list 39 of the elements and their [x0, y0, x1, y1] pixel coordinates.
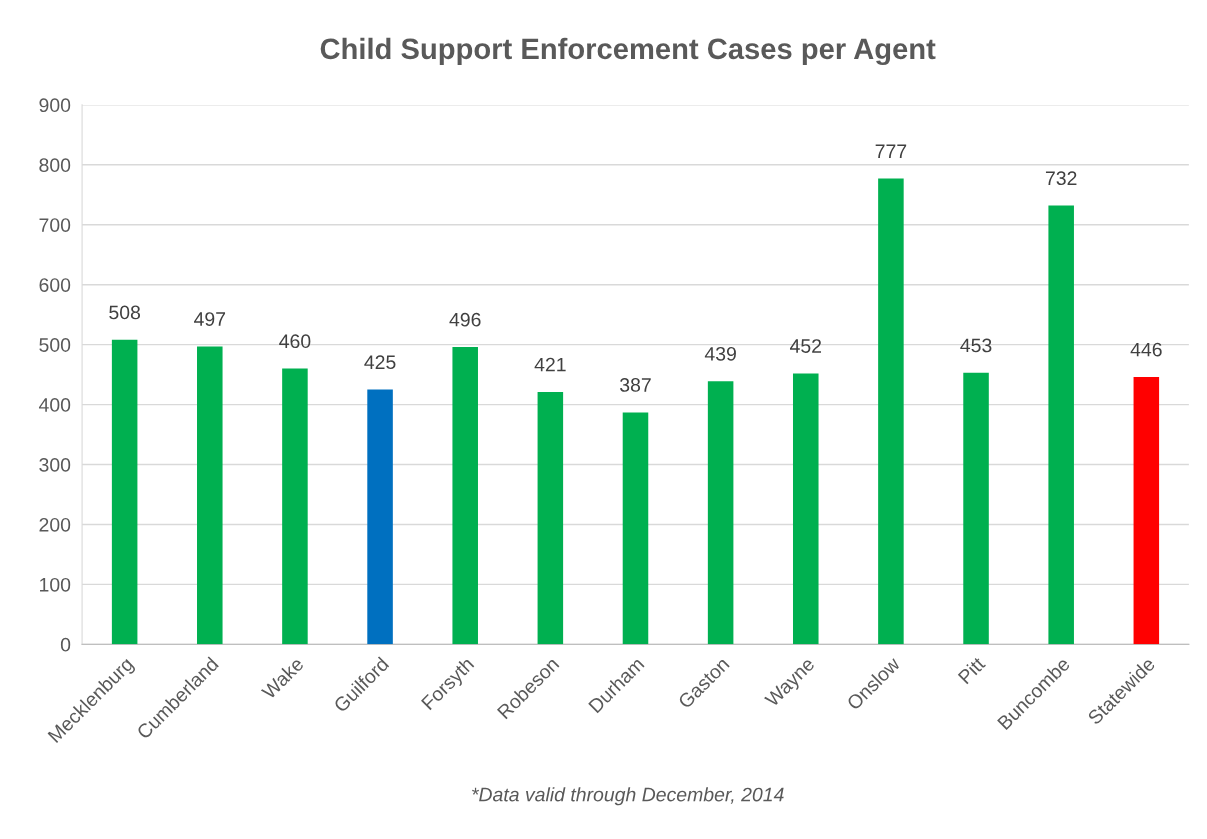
data-label: 460	[279, 334, 311, 349]
y-tick-label: 500	[39, 338, 71, 352]
x-tick-label: Pitt	[957, 655, 987, 685]
y-tick-label: 0	[60, 637, 71, 652]
data-label: 496	[449, 312, 481, 327]
bar	[282, 368, 308, 645]
data-label: 439	[704, 346, 736, 361]
bar	[1048, 205, 1074, 645]
bar	[197, 346, 223, 645]
data-label: 446	[1130, 342, 1162, 357]
data-label: 425	[364, 355, 396, 370]
bar	[622, 412, 649, 645]
bar	[963, 372, 989, 645]
data-label: 453	[960, 338, 992, 353]
y-tick-label: 900	[39, 98, 71, 113]
bar	[878, 178, 904, 645]
bar	[452, 347, 478, 645]
chart-title: Child Support Enforcement Cases per Agent	[320, 37, 936, 66]
data-label: 387	[620, 378, 651, 392]
bar	[367, 389, 393, 645]
bar	[707, 381, 734, 645]
y-tick-label: 200	[39, 517, 71, 532]
bar	[111, 339, 138, 645]
y-tick-label: 100	[40, 577, 71, 592]
text: *Data valid through December, 2014	[472, 787, 784, 806]
y-tick-label: 600	[39, 278, 71, 292]
y-tick-label: 400	[38, 398, 71, 412]
y-tick-label: 700	[39, 218, 71, 232]
data-label: 497	[194, 312, 226, 326]
bar	[792, 373, 819, 645]
y-tick-label: 300	[39, 457, 71, 472]
bar	[1133, 377, 1160, 645]
data-label: 777	[875, 144, 907, 158]
bar	[537, 392, 564, 645]
data-label: 421	[534, 357, 566, 372]
data-label: 452	[789, 339, 822, 353]
data-label: 508	[109, 305, 141, 320]
y-tick-label: 800	[39, 158, 71, 173]
data-label: 732	[1045, 171, 1077, 186]
